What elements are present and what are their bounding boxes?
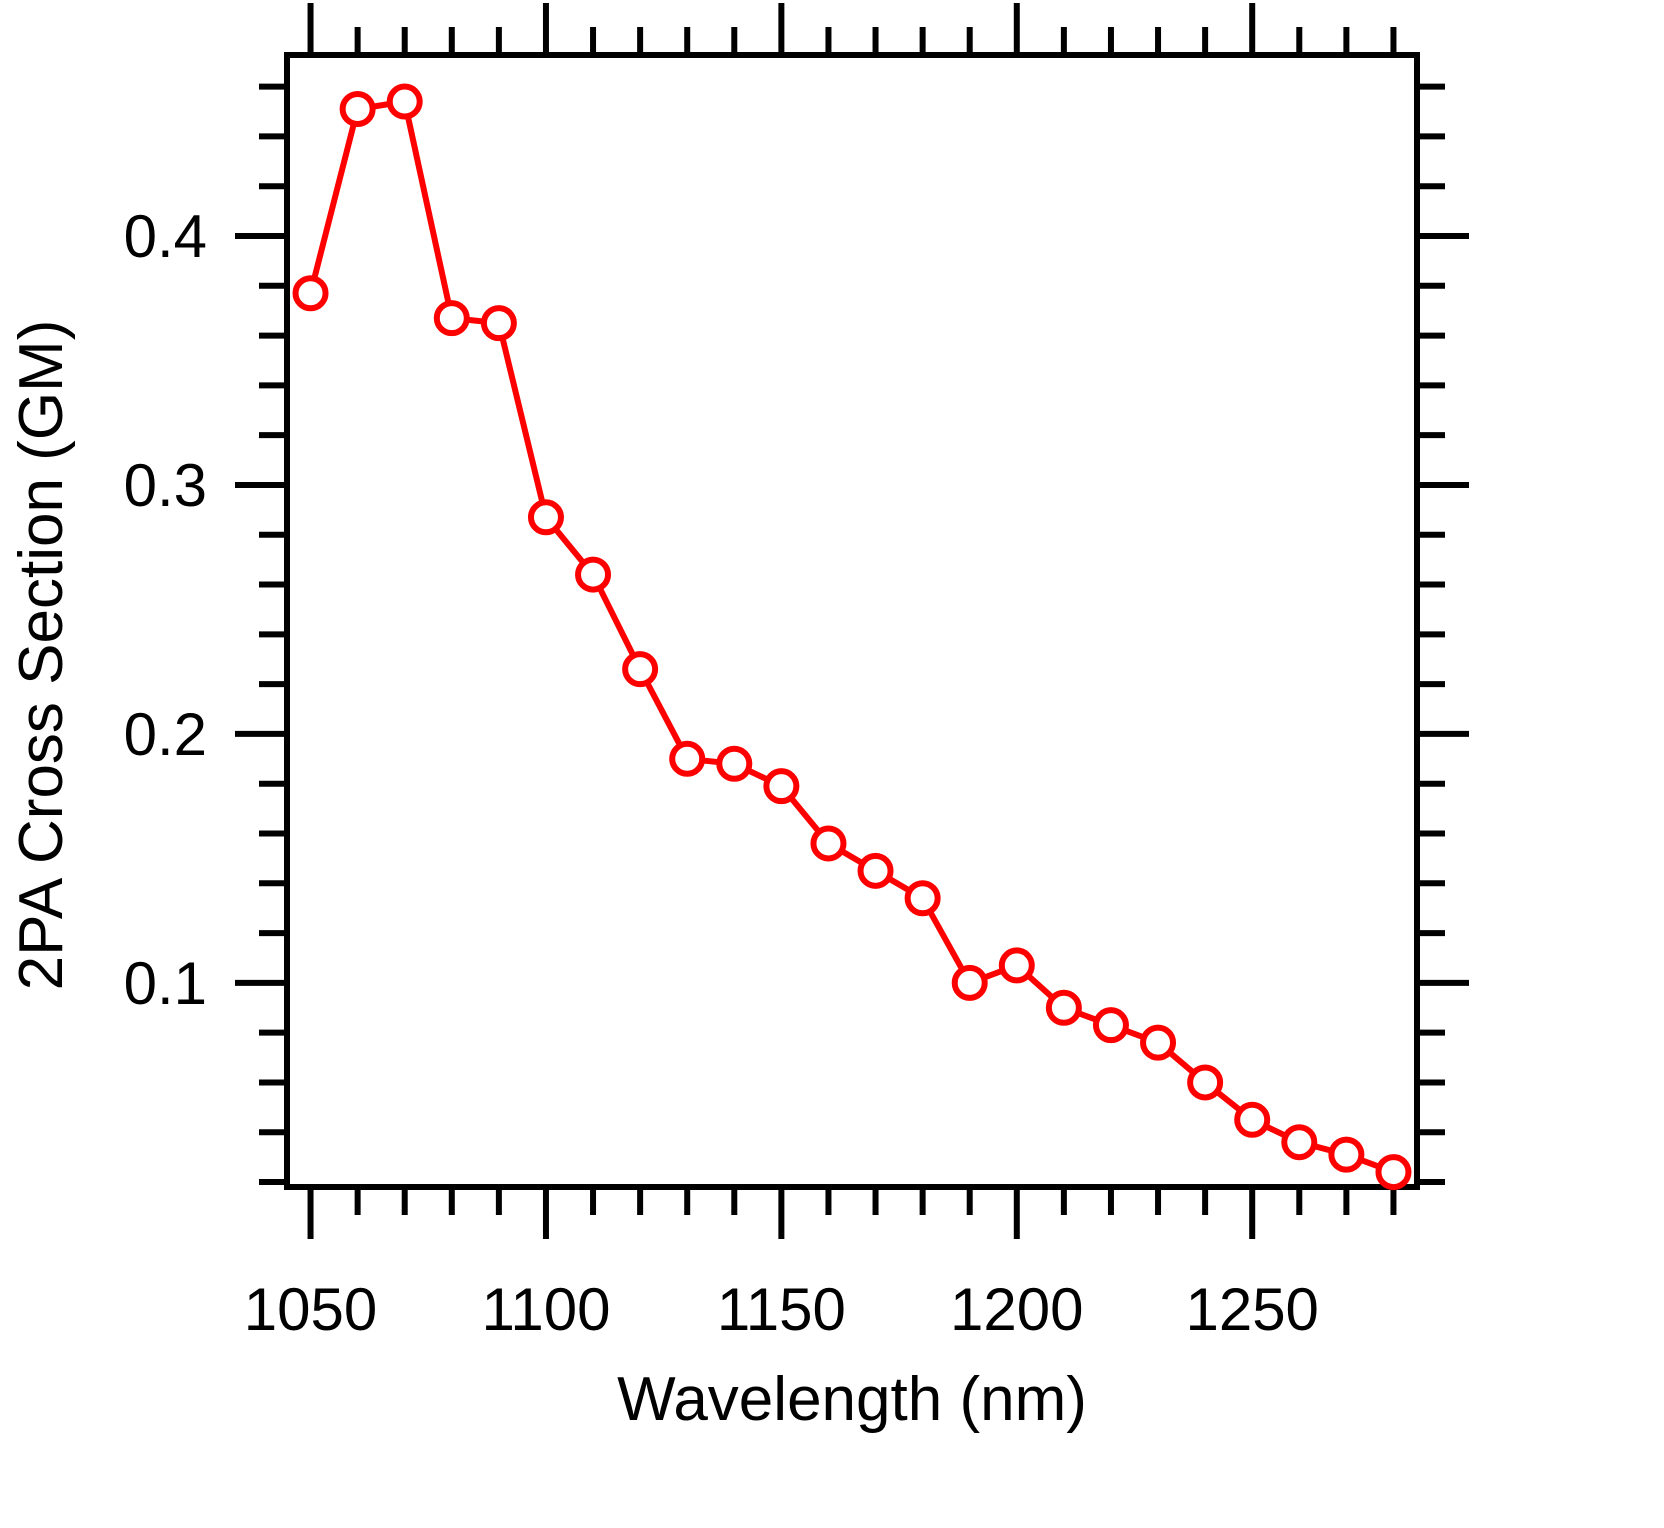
data-point bbox=[998, 947, 1035, 984]
data-point bbox=[1281, 1124, 1318, 1161]
y-tick-label: 0.1 bbox=[124, 950, 207, 1017]
plot-frame bbox=[284, 52, 1420, 1190]
series-layer bbox=[292, 83, 1412, 1191]
data-point bbox=[1234, 1101, 1271, 1138]
data-point bbox=[904, 880, 941, 917]
data-point bbox=[1328, 1136, 1365, 1173]
y-axis-title: 2PA Cross Section (GM) bbox=[7, 320, 76, 991]
x-tick-label: 1200 bbox=[950, 1276, 1083, 1343]
data-point bbox=[292, 275, 329, 312]
axis-ticks bbox=[235, 3, 1469, 1239]
data-point bbox=[951, 964, 988, 1001]
data-point bbox=[622, 651, 659, 688]
data-point bbox=[433, 300, 470, 337]
data-point bbox=[810, 825, 847, 862]
x-tick-label: 1100 bbox=[481, 1276, 610, 1343]
data-point bbox=[1092, 1007, 1129, 1044]
data-point bbox=[716, 745, 753, 782]
data-point bbox=[1045, 989, 1082, 1026]
y-tick-label: 0.3 bbox=[124, 452, 207, 519]
data-point bbox=[669, 740, 706, 777]
data-point bbox=[857, 852, 894, 889]
data-point bbox=[339, 91, 376, 128]
x-tick-label: 1150 bbox=[717, 1276, 846, 1343]
data-point bbox=[1140, 1024, 1177, 1061]
y-tick-label: 0.4 bbox=[124, 203, 207, 270]
series-line bbox=[307, 98, 1395, 1175]
data-point bbox=[575, 556, 612, 593]
data-point bbox=[1187, 1064, 1224, 1101]
tick-labels: 1050 1100 1150 1200 1250 0.1 0.2 0.3 0.4 bbox=[124, 203, 1319, 1343]
data-point bbox=[1375, 1154, 1412, 1191]
y-tick-label: 0.2 bbox=[124, 701, 207, 768]
x-axis-title: Wavelength (nm) bbox=[617, 1365, 1087, 1434]
x-tick-label: 1250 bbox=[1185, 1276, 1318, 1343]
data-point bbox=[386, 83, 423, 120]
data-point bbox=[527, 499, 564, 536]
x-tick-label: 1050 bbox=[244, 1276, 377, 1343]
data-point bbox=[480, 305, 517, 342]
data-point bbox=[763, 768, 800, 805]
